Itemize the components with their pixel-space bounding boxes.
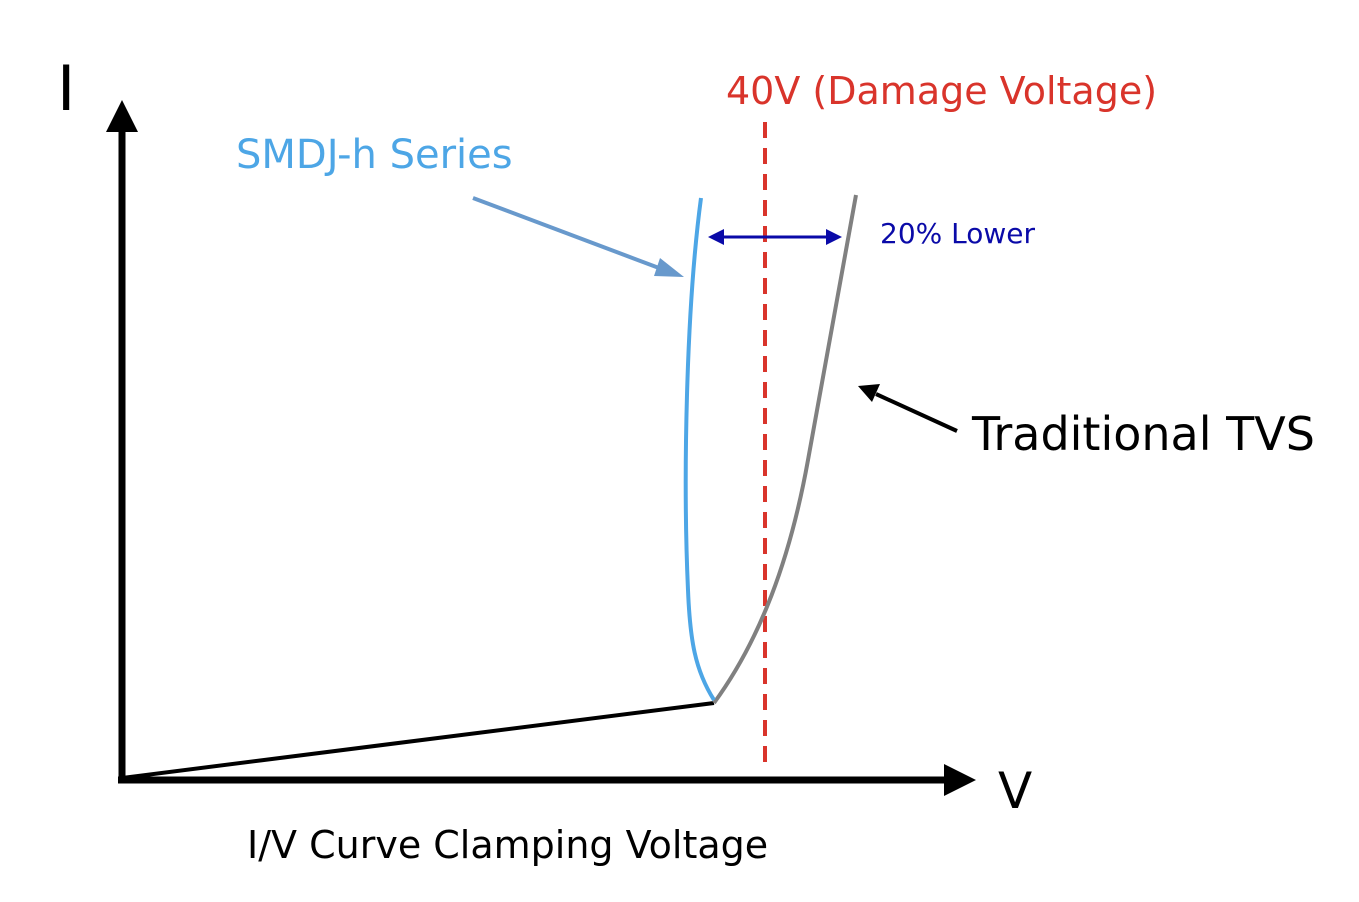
x-axis-arrowhead [944,764,976,796]
y-axis-arrowhead [106,100,138,132]
damage-voltage-label: 40V (Damage Voltage) [726,69,1157,113]
diagram-caption: I/V Curve Clamping Voltage [247,823,768,867]
comparison-label: 20% Lower [880,217,1036,250]
smdj-pointer-arrow [472,196,668,273]
smdj-h-series-curve [683,197,716,702]
x-axis-label: V [998,762,1032,820]
traditional-pointer-arrow [875,392,958,433]
traditional-tvs-label: Traditional TVS [971,407,1315,461]
baseline-curve [121,701,715,780]
smdj-h-series-label: SMDJ-h Series [236,132,513,178]
traditional-tvs-curve [712,194,858,705]
comparison-arrowhead-right [826,229,842,245]
smdj-pointer-arrowhead [654,258,684,277]
comparison-arrowhead-left [708,229,724,245]
y-axis-label: I [57,52,75,125]
traditional-pointer-arrowhead [858,384,880,402]
